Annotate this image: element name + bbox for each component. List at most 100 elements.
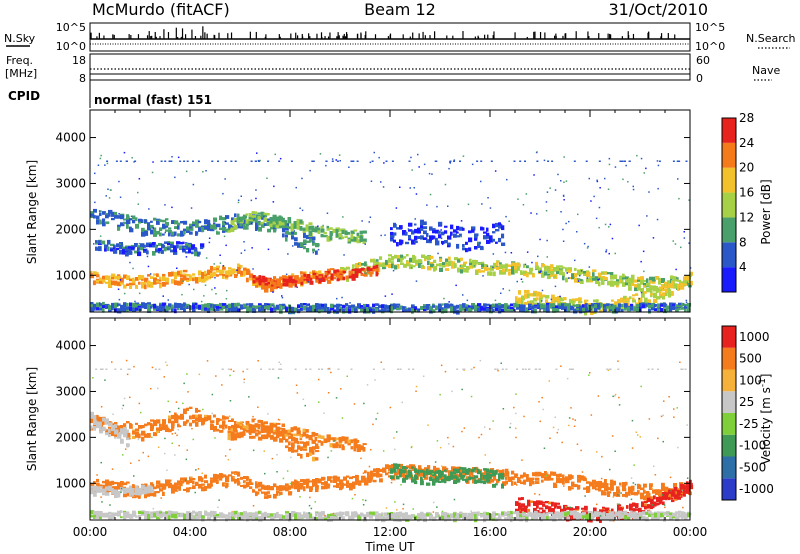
- power-cell: [517, 266, 520, 271]
- velocity-cell: [336, 482, 340, 488]
- power-cell: [627, 181, 629, 183]
- power-cell: [508, 264, 513, 267]
- power-cell: [164, 160, 167, 162]
- velocity-cell: [571, 487, 574, 490]
- power-cell: [303, 273, 306, 278]
- velocity-cell: [521, 507, 525, 512]
- power-cell: [351, 273, 356, 278]
- velocity-cell: [99, 511, 103, 514]
- power-cell: [138, 275, 142, 280]
- velocity-cell: [297, 515, 301, 520]
- velocity-cell: [168, 483, 171, 487]
- velocity-cell: [622, 493, 625, 497]
- velocity-cell: [309, 488, 313, 492]
- power-cell: [607, 280, 611, 286]
- power-cell: [255, 222, 259, 227]
- velocity-cell: [505, 477, 508, 480]
- velocity-cell: [225, 483, 228, 489]
- power-cell: [685, 299, 688, 302]
- colorbar-segment: [722, 118, 736, 143]
- power-cell: [583, 242, 586, 245]
- power-cell: [291, 306, 294, 310]
- power-cell: [492, 266, 494, 269]
- power-cell: [108, 213, 111, 217]
- power-cell: [134, 250, 139, 254]
- power-cell: [132, 219, 136, 224]
- power-cell: [117, 303, 121, 306]
- power-cell: [198, 227, 201, 232]
- power-cell: [99, 235, 102, 237]
- velocity-cell: [96, 421, 99, 426]
- velocity-cell: [517, 480, 522, 483]
- velocity-cell: [156, 480, 161, 484]
- power-cell: [417, 309, 420, 313]
- power-cell: [195, 220, 198, 226]
- power-cell: [177, 270, 182, 276]
- power-cell: [243, 219, 247, 225]
- power-cell: [412, 256, 417, 260]
- velocity-cell: [318, 517, 322, 521]
- power-cell: [114, 216, 118, 219]
- power-cell: [520, 278, 523, 280]
- power-cell: [306, 240, 311, 243]
- power-cell: [523, 263, 526, 268]
- power-cell: [99, 157, 102, 160]
- velocity-cell: [604, 479, 607, 484]
- power-cell: [359, 239, 364, 242]
- power-cell: [137, 251, 142, 257]
- power-cell: [460, 235, 463, 238]
- power-cell: [219, 302, 224, 307]
- velocity-cell: [370, 476, 374, 480]
- power-cell: [300, 303, 303, 307]
- power-cell: [143, 249, 147, 252]
- power-cell: [362, 230, 367, 234]
- power-cell: [430, 263, 435, 268]
- velocity-cell: [620, 509, 623, 512]
- velocity-cell: [305, 429, 309, 433]
- power-cell: [539, 292, 543, 296]
- power-cell: [261, 306, 266, 311]
- power-cell: [135, 223, 140, 229]
- power-cell: [185, 256, 188, 258]
- velocity-cell: [511, 476, 515, 481]
- colorbar-segment: [722, 217, 736, 243]
- power-cell: [429, 309, 434, 314]
- velocity-cell: [189, 478, 193, 483]
- power-cell: [141, 281, 146, 286]
- velocity-cell: [347, 439, 352, 444]
- velocity-cell: [171, 511, 174, 514]
- velocity-cell: [291, 448, 294, 453]
- velocity-cell: [634, 493, 639, 496]
- velocity-cell: [165, 515, 170, 520]
- power-cell: [189, 226, 192, 229]
- velocity-cell: [168, 429, 172, 433]
- power-cell: [122, 248, 125, 254]
- power-cell: [423, 304, 427, 307]
- power-cell: [369, 309, 372, 312]
- power-cell: [230, 227, 235, 233]
- power-cell: [306, 248, 310, 253]
- velocity-cell: [177, 513, 180, 518]
- power-cell: [603, 304, 607, 308]
- power-cell: [680, 246, 682, 249]
- velocity-cell: [296, 430, 301, 435]
- power-cell: [278, 222, 283, 226]
- power-cell: [414, 306, 418, 310]
- velocity-cell: [601, 483, 605, 488]
- colorbar-segment: [722, 142, 736, 168]
- power-cell: [291, 230, 295, 235]
- power-cell: [317, 230, 321, 234]
- velocity-cell: [237, 516, 242, 521]
- power-cell: [511, 270, 515, 275]
- power-cell: [558, 305, 562, 309]
- velocity-cell: [141, 513, 144, 516]
- velocity-cell: [665, 492, 669, 497]
- velocity-cell: [201, 483, 205, 486]
- power-cell: [192, 273, 196, 276]
- power-cell: [438, 234, 442, 239]
- freq-tick-bottom: 8: [79, 72, 86, 85]
- velocity-cell: [150, 422, 153, 426]
- power-cell: [233, 224, 237, 230]
- velocity-cell: [114, 425, 118, 429]
- velocity-cell: [297, 481, 300, 484]
